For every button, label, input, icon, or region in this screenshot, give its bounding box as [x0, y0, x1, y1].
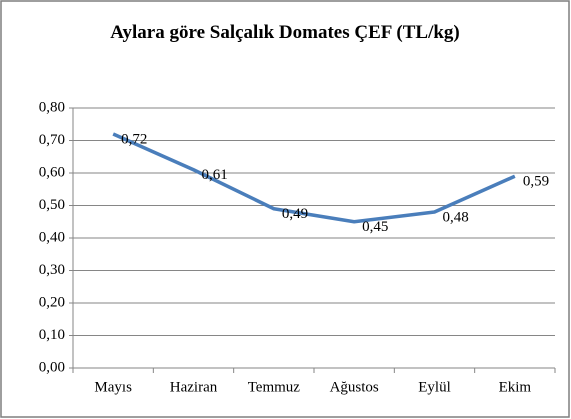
x-tick-label: Mayıs	[94, 379, 132, 395]
y-tick-label: 0,60	[39, 164, 65, 180]
data-label: 0,48	[443, 209, 469, 225]
line-series	[112, 132, 516, 224]
y-tick-label: 0,50	[39, 197, 65, 213]
x-tick-label: Ağustos	[330, 379, 379, 395]
chart-title: Aylara göre Salçalık Domates ÇEF (TL/kg)	[110, 22, 460, 43]
data-label: 0,72	[121, 131, 147, 147]
y-tick-label: 0,00	[39, 359, 65, 375]
data-label: 0,59	[523, 174, 549, 190]
data-label: 0,61	[202, 167, 228, 183]
data-label: 0,45	[362, 219, 388, 235]
x-tick-label: Eylül	[418, 379, 451, 395]
data-label: 0,49	[282, 206, 308, 222]
x-tick-label: Ekim	[499, 379, 532, 395]
y-tick-label: 0,40	[39, 229, 65, 245]
x-tick-label: Temmuz	[248, 379, 301, 395]
y-tick-label: 0,20	[39, 294, 65, 310]
title-box: Aylara göre Salçalık Domates ÇEF (TL/kg)	[110, 22, 460, 43]
y-tick-label: 0,70	[39, 132, 65, 148]
y-tick-label: 0,10	[39, 327, 65, 343]
y-tick-label: 0,80	[39, 99, 65, 115]
y-tick-label: 0,30	[39, 262, 65, 278]
x-tick-label: Haziran	[170, 379, 218, 395]
